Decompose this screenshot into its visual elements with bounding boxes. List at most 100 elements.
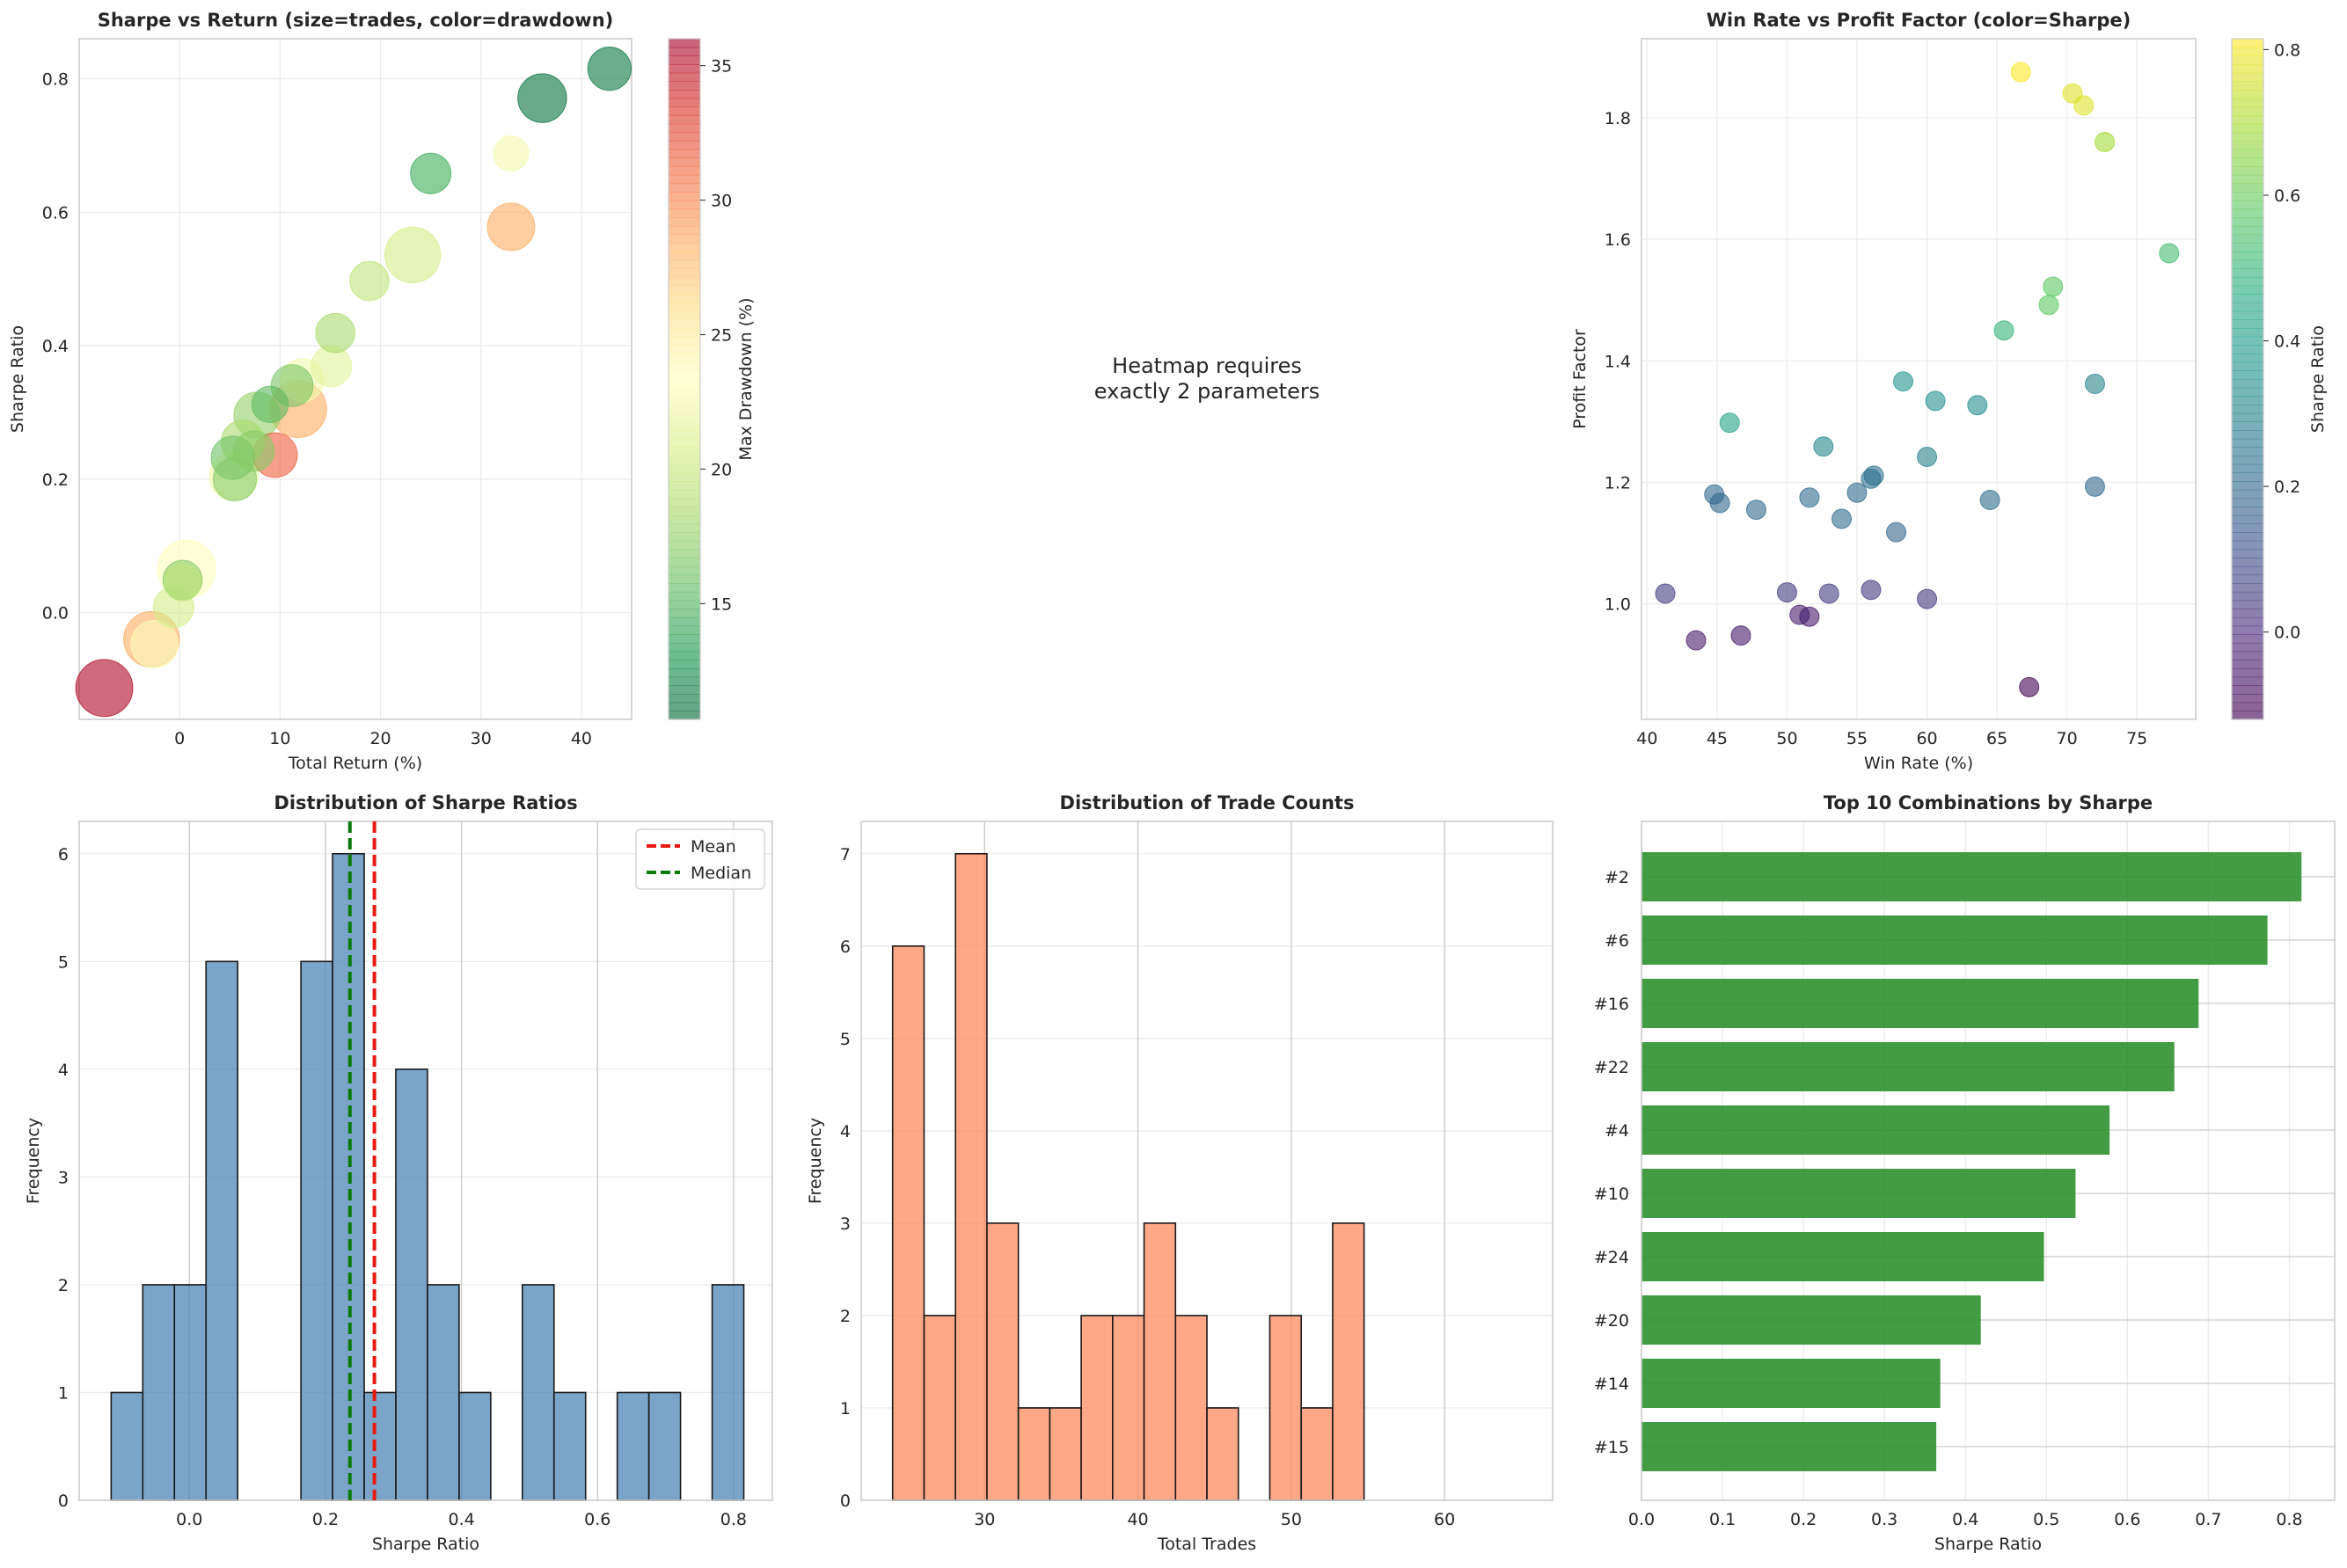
trades_hist-bar	[1174, 1315, 1208, 1501]
sharpe-legend: Mean Median	[635, 828, 765, 890]
winrate_pf-colorbar-segment	[2232, 106, 2263, 116]
sharpe_hist-bar	[110, 1391, 144, 1501]
sharpe_return-y-tick-label: 0.2	[42, 470, 69, 490]
winrate_pf-point	[1799, 606, 1820, 627]
winrate_pf-colorbar-segment	[2232, 447, 2263, 456]
sharpe_return-x-tick-label: 0	[174, 729, 185, 748]
winrate_pf-colorbar-segment	[2232, 208, 2263, 218]
winrate_pf-colorbar-segment	[2232, 234, 2263, 244]
winrate_pf-colorbar-segment	[2232, 361, 2263, 371]
sharpe_hist-plot-frame	[78, 820, 773, 1501]
sharpe_return-colorbar-segment	[669, 141, 700, 150]
winrate_pf-colorbar-segment	[2232, 609, 2263, 618]
sharpe_return-colorbar-segment	[669, 149, 700, 159]
winrate_pf-ylabel: Profit Factor	[1570, 329, 1590, 429]
sharpe_return-colorbar-segment	[669, 336, 700, 346]
trades_hist-bar	[1143, 1222, 1177, 1501]
winrate_pf-point	[1745, 500, 1766, 521]
sharpe_hist-ylabel: Frequency	[24, 1118, 43, 1204]
winrate_pf-colorbar-segment	[2232, 523, 2263, 533]
winrate_pf-point	[1917, 588, 1938, 609]
winrate_pf-point	[1861, 580, 1882, 601]
winrate_pf-colorbar-segment	[2232, 463, 2263, 474]
sharpe_hist-bar	[173, 1284, 208, 1501]
winrate_pf-colorbar-segment	[2232, 574, 2263, 584]
winrate_pf-colorbar-tick-label: 0.6	[2274, 186, 2300, 206]
winrate_pf-colorbar-segment	[2232, 123, 2263, 134]
trades_hist-x-tick-label: 40	[1127, 1510, 1148, 1529]
trades_hist-bar	[1300, 1407, 1334, 1501]
sharpe_hist-bar	[458, 1391, 492, 1501]
winrate_pf-point	[2038, 295, 2059, 316]
winrate_pf-colorbar-segment	[2232, 438, 2263, 448]
sharpe_hist-y-tick-label: 2	[58, 1276, 69, 1295]
winrate_pf-point	[1655, 583, 1676, 604]
winrate_pf-colorbar-segment	[2232, 310, 2263, 320]
winrate_pf-colorbar-tick-label: 0.2	[2274, 478, 2300, 497]
sharpe_return-colorbar-label: Max Drawdown (%)	[736, 297, 756, 460]
top10-bar	[1641, 1422, 1937, 1471]
trades_hist-y-tick-label: 3	[840, 1214, 851, 1234]
top10-category-label: #16	[1594, 995, 1629, 1014]
sharpe_return-colorbar-segment	[669, 64, 700, 74]
winrate_pf-colorbar-segment	[2232, 634, 2263, 644]
sharpe_return-colorbar-segment	[669, 507, 700, 516]
top10-bar	[1641, 1169, 2076, 1218]
winrate_pf-colorbar-segment	[2232, 174, 2263, 185]
winrate_pf-point	[2019, 676, 2040, 697]
sharpe_return-colorbar-segment	[669, 558, 700, 567]
top10-category-label: #14	[1594, 1375, 1629, 1394]
sharpe_return-colorbar-segment	[669, 676, 700, 686]
winrate_pf-colorbar-segment	[2232, 507, 2263, 516]
top10-x-tick-label: 0.6	[2114, 1510, 2140, 1529]
top10-bar	[1641, 1105, 2110, 1155]
sharpe_hist-bar	[300, 960, 333, 1501]
sharpe_return-colorbar-segment	[669, 412, 700, 422]
winrate_pf-colorbar-segment	[2232, 514, 2263, 525]
top10-x-tick-label: 0.4	[1952, 1510, 1978, 1529]
sharpe_return-colorbar-segment	[669, 251, 700, 261]
winrate_pf-plot-frame	[1641, 38, 2197, 720]
winrate_pf-colorbar-segment	[2232, 481, 2263, 491]
winrate_pf-colorbar-tick-label: 0.0	[2274, 624, 2300, 643]
winrate_pf-colorbar-segment	[2232, 47, 2263, 56]
winrate_pf-colorbar-segment	[2232, 600, 2263, 609]
top10-bar	[1641, 1295, 1981, 1345]
sharpe_hist-y-tick-label: 1	[58, 1383, 69, 1403]
sharpe_return-point	[587, 47, 632, 91]
winrate_pf-colorbar-segment	[2232, 651, 2263, 660]
sharpe_return-colorbar-segment	[669, 234, 700, 244]
trades_hist-bar	[891, 944, 925, 1501]
sharpe_return-colorbar-segment	[669, 115, 700, 125]
sharpe_return-colorbar-segment	[669, 243, 700, 252]
winrate_pf-x-tick-label: 75	[2126, 729, 2147, 748]
sharpe_return-point	[164, 564, 201, 602]
sharpe_return-colorbar-segment	[669, 685, 700, 695]
sharpe_return-colorbar-segment	[669, 693, 700, 704]
sharpe_return-colorbar-segment	[669, 183, 700, 193]
top10-category-label: #15	[1594, 1438, 1629, 1457]
winrate_pf-colorbar-segment	[2232, 412, 2263, 422]
sharpe_return-colorbar-segment	[669, 387, 700, 397]
sharpe_return-y-tick-label: 0.6	[42, 203, 69, 222]
top10-bar	[1641, 979, 2199, 1028]
winrate_pf-colorbar-segment	[2232, 565, 2263, 576]
trades_hist-y-tick-label: 6	[840, 937, 851, 957]
trades_hist-y-tick-label: 2	[840, 1307, 851, 1326]
winrate_pf-colorbar-segment	[2232, 132, 2263, 142]
winrate_pf-colorbar-segment	[2232, 166, 2263, 176]
heatmap-message-line-2: exactly 2 parameters	[1094, 379, 1320, 404]
winrate_pf-colorbar-segment	[2232, 532, 2263, 542]
sharpe_return-colorbar-segment	[669, 200, 700, 210]
winrate_pf-point	[2073, 95, 2095, 116]
winrate_pf-point	[1893, 371, 1913, 392]
top10-bar	[1641, 852, 2302, 901]
sharpe_return-colorbar-segment	[669, 55, 700, 65]
sharpe_hist-x-tick-label: 0.0	[176, 1510, 202, 1529]
top10-x-tick-label: 0.0	[1628, 1510, 1655, 1529]
sharpe_return-colorbar-segment	[669, 532, 700, 542]
sharpe_return-point	[233, 430, 275, 472]
sharpe_return-colorbar-segment	[669, 353, 700, 363]
winrate_pf-x-tick-label: 55	[1846, 729, 1868, 748]
winrate_pf-x-tick-label: 70	[2057, 729, 2078, 748]
